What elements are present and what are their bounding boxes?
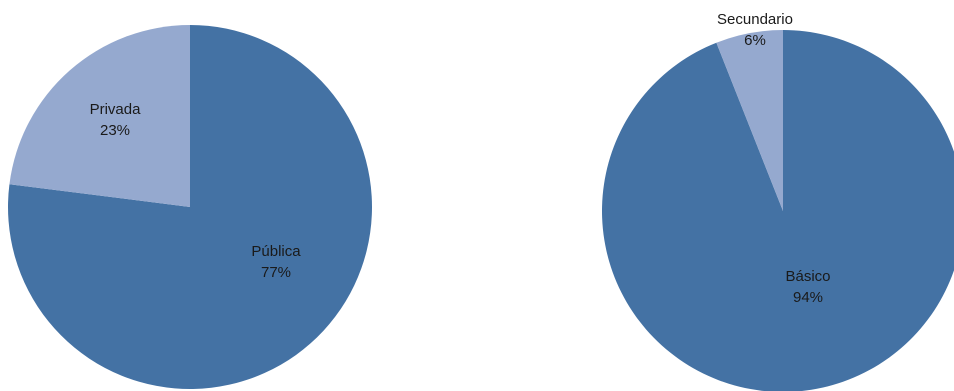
slice-category-text: Secundario — [717, 11, 793, 28]
slice-label-secundario: Secundario 6% — [717, 11, 793, 49]
slice-percent-text: 77% — [261, 264, 291, 281]
slice-category-text: Pública — [251, 243, 301, 260]
slice-category-text: Privada — [90, 101, 142, 118]
slice-percent-text: 94% — [793, 289, 823, 306]
pie-slice-privada — [9, 25, 191, 207]
slice-percent-text: 6% — [744, 32, 766, 49]
slice-label-publica: Pública 77% — [251, 243, 301, 281]
pie-chart-right: Básico 94% Secundario 6% — [602, 11, 954, 391]
slice-label-basico: Básico 94% — [785, 268, 830, 306]
slice-percent-text: 23% — [100, 122, 130, 139]
slice-category-text: Básico — [785, 268, 830, 285]
pie-chart-left: Pública 77% Privada 23% — [8, 25, 373, 390]
pie-slice-basico — [602, 30, 954, 391]
slice-label-privada: Privada 23% — [90, 101, 142, 139]
pie-slice-secundario — [716, 30, 783, 211]
pie-slice-publica — [8, 25, 373, 390]
